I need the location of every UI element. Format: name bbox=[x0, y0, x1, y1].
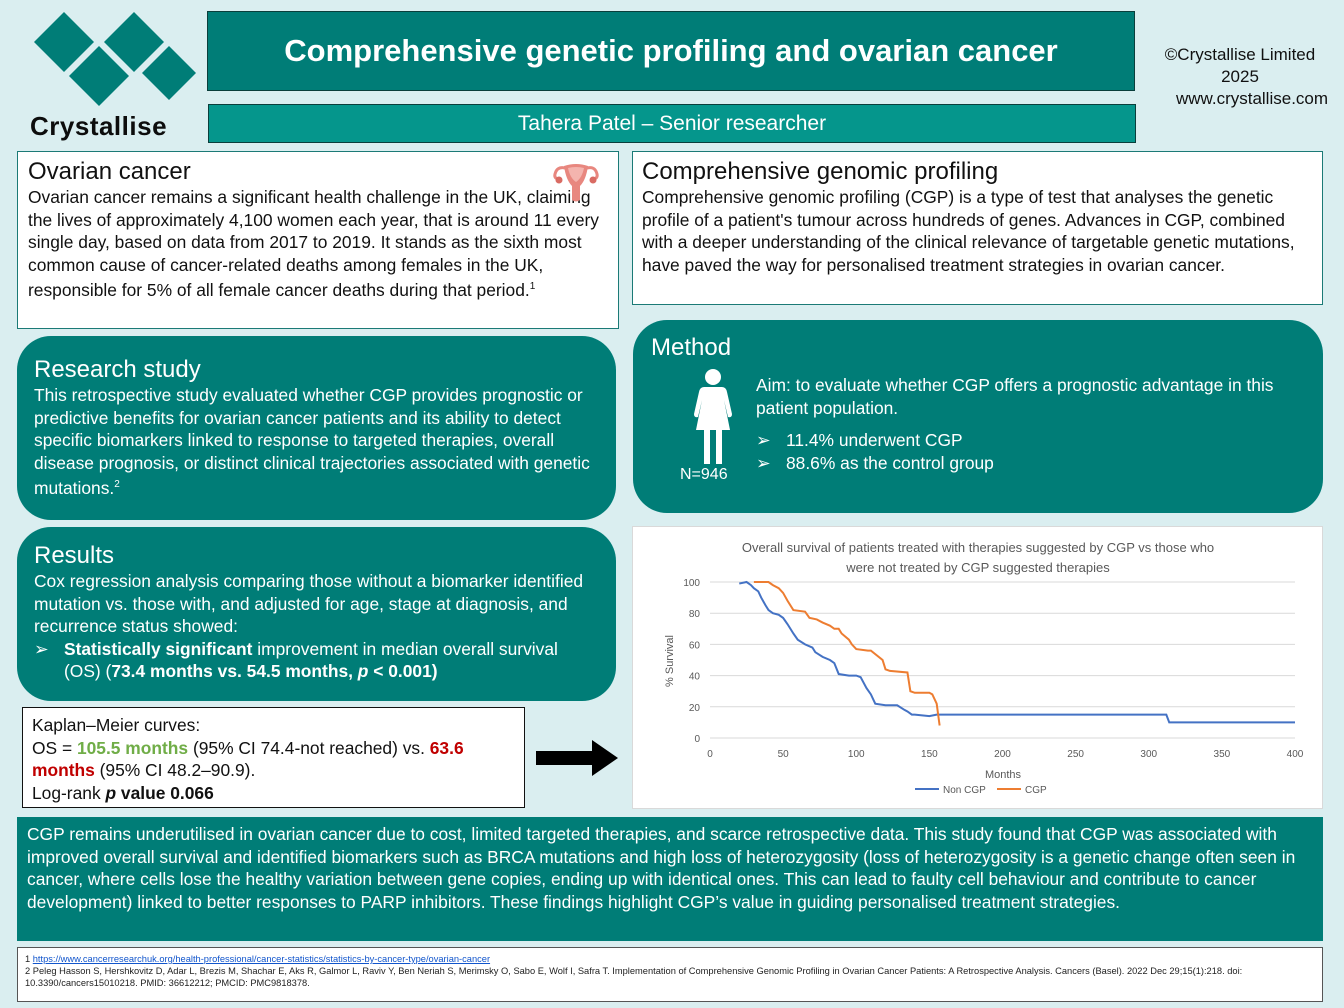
cgp-panel: Comprehensive genomic profiling Comprehe… bbox=[632, 151, 1323, 305]
legend-label: Non CGP bbox=[943, 785, 986, 796]
kaplan-meier-panel: Kaplan–Meier curves: OS = 105.5 months (… bbox=[22, 707, 525, 808]
km-os-cgp-ci: (95% CI 74.4-not reached) vs. bbox=[188, 737, 430, 758]
results-bullet-pvalue: < 0.001) bbox=[368, 661, 438, 681]
km-logrank-prefix: Log-rank bbox=[32, 782, 106, 803]
conclusion-body: CGP remains underutilised in ovarian can… bbox=[27, 824, 1296, 912]
legend-label: CGP bbox=[1025, 785, 1047, 796]
method-panel: Method Aim: to evaluate whether CGP offe… bbox=[633, 320, 1323, 513]
y-tick-label: 0 bbox=[694, 734, 700, 745]
x-tick-label: 150 bbox=[921, 749, 938, 760]
x-tick-label: 200 bbox=[994, 749, 1011, 760]
reference-1-number: 1 bbox=[25, 954, 33, 964]
results-bullet-bold: Statistically significant bbox=[64, 638, 253, 659]
chart-legend: Non CGP CGP bbox=[915, 785, 1047, 796]
research-study-panel: Research study This retrospective study … bbox=[17, 336, 616, 520]
arrow-bullet-icon: ➢ bbox=[756, 452, 771, 473]
results-heading: Results bbox=[34, 542, 115, 569]
results-body: Cox regression analysis comparing those … bbox=[34, 571, 584, 636]
ovarian-body: Ovarian cancer remains a significant hea… bbox=[28, 186, 608, 301]
chart-title-line1: Overall survival of patients treated wit… bbox=[742, 540, 1214, 555]
cgp-heading: Comprehensive genomic profiling bbox=[642, 158, 999, 185]
method-bullet-2-text: 88.6% as the control group bbox=[786, 452, 994, 473]
author-banner: Tahera Patel – Senior researcher bbox=[208, 104, 1136, 143]
y-tick-label: 40 bbox=[689, 672, 701, 683]
km-logrank: Log-rank p value 0.066 bbox=[32, 782, 515, 805]
website-text: www.crystallise.com bbox=[1175, 89, 1329, 108]
copyright-block: ©Crystallise Limited 2025 www.crystallis… bbox=[1140, 44, 1340, 110]
y-tick-label: 100 bbox=[683, 578, 700, 589]
chart-x-label: Months bbox=[985, 769, 1022, 781]
author-name: Tahera Patel – Senior researcher bbox=[517, 111, 827, 135]
research-body: This retrospective study evaluated wheth… bbox=[34, 384, 599, 499]
results-bullet-p: p bbox=[357, 661, 369, 681]
ovarian-heading: Ovarian cancer bbox=[28, 158, 191, 185]
research-body-text: This retrospective study evaluated wheth… bbox=[34, 385, 590, 498]
x-tick-label: 100 bbox=[848, 749, 865, 760]
method-bullet-1-text: 11.4% underwent CGP bbox=[786, 430, 963, 450]
km-os: OS = 105.5 months (95% CI 74.4-not reach… bbox=[32, 737, 515, 782]
copyright-year: 2025 bbox=[1221, 67, 1259, 86]
reference-1-link[interactable]: https://www.cancerresearchuk.org/health-… bbox=[32, 954, 491, 964]
km-os-non-ci: (95% CI 48.2–90.9). bbox=[94, 760, 256, 780]
x-tick-label: 300 bbox=[1140, 749, 1157, 760]
results-bullet-text: Statistically significant improvement in… bbox=[64, 638, 599, 683]
uterus-icon bbox=[553, 164, 599, 202]
km-os-prefix: OS = bbox=[32, 737, 77, 758]
x-tick-label: 350 bbox=[1214, 749, 1231, 760]
results-bullet: ➢ Statistically significant improvement … bbox=[34, 638, 599, 683]
x-tick-label: 0 bbox=[707, 749, 713, 760]
method-bullet-2: ➢ 88.6% as the control group bbox=[756, 452, 1305, 475]
page-title: Comprehensive genetic profiling and ovar… bbox=[284, 33, 1058, 68]
km-logrank-value: value 0.066 bbox=[116, 782, 214, 803]
ovarian-cancer-panel: Ovarian cancer Ovarian cancer remains a … bbox=[17, 151, 619, 329]
y-tick-label: 20 bbox=[689, 703, 701, 714]
woman-icon bbox=[694, 369, 732, 464]
reference-2: 2 Peleg Hasson S, Hershkovitz D, Adar L,… bbox=[25, 966, 1243, 989]
cgp-body: Comprehensive genomic profiling (CGP) is… bbox=[642, 187, 1295, 275]
arrow-bullet-icon: ➢ bbox=[34, 638, 49, 659]
x-tick-label: 50 bbox=[778, 749, 790, 760]
reference-1: 1 https://www.cancerresearchuk.org/healt… bbox=[25, 953, 1315, 965]
chart-y-label: % Survival bbox=[664, 635, 676, 687]
series-line-non-cgp bbox=[739, 580, 1295, 724]
x-tick-label: 400 bbox=[1287, 749, 1304, 760]
km-heading: Kaplan–Meier curves: bbox=[32, 715, 201, 735]
survival-chart: Overall survival of patients treated wit… bbox=[632, 526, 1323, 809]
chart-y-ticks: 0 20 40 60 80 100 bbox=[683, 578, 700, 745]
series-line-cgp bbox=[753, 581, 941, 726]
ovarian-ref: 1 bbox=[529, 281, 536, 292]
chart-series bbox=[739, 580, 1295, 726]
right-arrow-icon bbox=[536, 740, 618, 776]
x-tick-label: 250 bbox=[1067, 749, 1084, 760]
km-logrank-p: p bbox=[105, 782, 117, 803]
y-tick-label: 60 bbox=[689, 640, 701, 651]
ovarian-body-text: Ovarian cancer remains a significant hea… bbox=[28, 187, 599, 300]
method-bullet-1: ➢ 11.4% underwent CGP bbox=[756, 429, 1305, 452]
research-heading: Research study bbox=[34, 356, 201, 383]
chart-x-ticks: 0 50 100 150 200 250 300 350 400 bbox=[707, 749, 1304, 760]
chart-title-line2: were not treated by CGP suggested therap… bbox=[845, 560, 1110, 575]
conclusion-panel: CGP remains underutilised in ovarian can… bbox=[17, 817, 1323, 941]
km-os-cgp: 105.5 months bbox=[76, 737, 189, 758]
y-tick-label: 80 bbox=[689, 609, 701, 620]
results-bullet-months: 73.4 months vs. 54.5 months, bbox=[111, 661, 358, 681]
research-ref: 2 bbox=[114, 479, 120, 490]
results-bullet-rest: improvement in median overall survival (… bbox=[64, 638, 558, 682]
survival-chart-svg: Overall survival of patients treated wit… bbox=[664, 540, 1304, 796]
arrow-bullet-icon: ➢ bbox=[756, 430, 771, 450]
copyright-text: ©Crystallise Limited bbox=[1164, 45, 1316, 64]
title-banner: Comprehensive genetic profiling and ovar… bbox=[207, 11, 1135, 91]
method-aim: Aim: to evaluate whether CGP offers a pr… bbox=[756, 375, 1274, 418]
crystallise-logo-icon bbox=[34, 12, 196, 106]
km-os-non-cgp: 63.6 months bbox=[32, 737, 464, 781]
logo-wordmark: Crystallise bbox=[30, 111, 168, 141]
references-panel: 1 https://www.cancerresearchuk.org/healt… bbox=[17, 947, 1323, 1002]
sample-size-label: N=946 bbox=[680, 466, 728, 483]
results-panel: Results Cox regression analysis comparin… bbox=[17, 527, 616, 701]
method-heading: Method bbox=[651, 334, 732, 361]
